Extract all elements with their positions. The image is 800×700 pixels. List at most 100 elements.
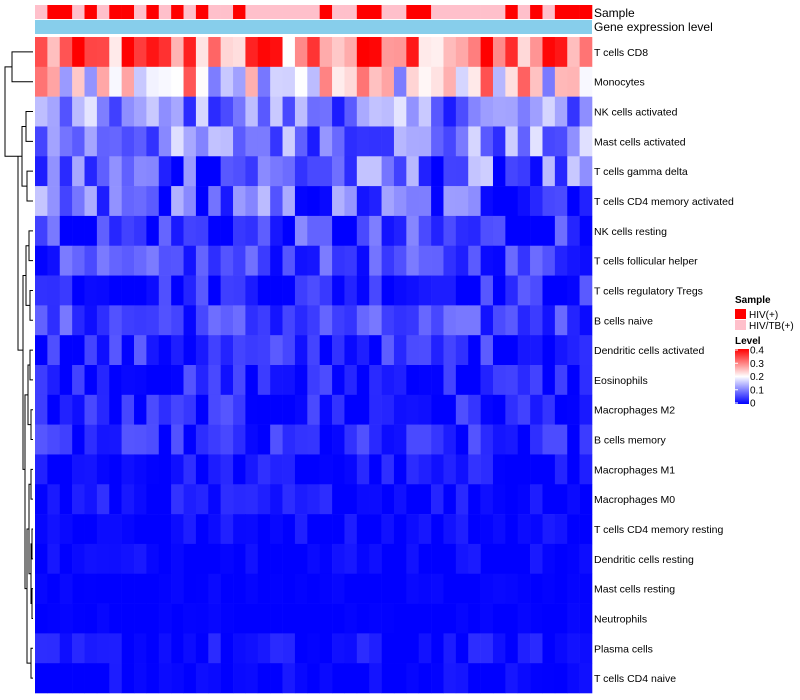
heatmap-cell [96,186,110,217]
level-tick-label: 0.3 [750,359,764,370]
heatmap-cell [84,37,98,68]
heatmap-cell [270,573,283,604]
heatmap-cell [270,37,283,68]
heatmap-cell [121,66,135,97]
heatmap-cell [294,603,308,634]
heatmap-cell [72,394,85,425]
heatmap-cell [171,96,184,127]
heatmap-cell [47,37,61,68]
heatmap-cell [158,96,172,127]
heatmap-cell [567,215,580,247]
heatmap-cell [72,543,85,575]
heatmap-cell [59,603,73,634]
heatmap-cell [468,603,481,634]
heatmap-cell [344,394,358,425]
heatmap-cell [84,394,98,425]
heatmap-cell [579,335,593,366]
heatmap-cell [505,543,519,575]
heatmap-cell [158,514,172,545]
heatmap-cell [418,215,432,247]
heatmap-cell [294,37,308,68]
heatmap-cell [96,543,110,575]
heatmap-cell [393,245,407,276]
heatmap-cell [505,454,519,485]
heatmap-cell [344,484,358,515]
heatmap-cell [418,335,432,366]
heatmap-cell [393,126,407,157]
sample-annotation-cell [270,5,283,19]
heatmap-cell [59,66,73,97]
heatmap-cell [109,66,122,97]
heatmap-cell [109,514,122,545]
heatmap-cell [257,186,271,217]
heatmap-cell [220,603,234,634]
heatmap-cell [579,66,593,97]
heatmap-cell [332,37,345,68]
heatmap-cell [443,663,457,694]
heatmap-cell [47,365,61,396]
heatmap-cell [121,633,135,664]
heatmap-cell [59,156,73,187]
heatmap-cell [245,365,259,396]
heatmap-cell [195,37,209,68]
heatmap-cell [505,663,519,694]
heatmap-cell [208,156,221,187]
heatmap-cell [96,454,110,485]
heatmap-cell [356,156,370,187]
heatmap-cell [183,305,197,336]
dendrogram-branch [30,468,33,500]
heatmap-cell [282,514,296,545]
heatmap-cell [418,484,432,515]
heatmap-cell [517,245,531,276]
heatmap-cell [356,96,370,127]
heatmap-cell [344,245,358,276]
dendrogram-branch [4,66,22,157]
heatmap-cell [492,37,506,68]
dendrogram-branch [11,51,33,83]
heatmap-cell [121,96,135,127]
heatmap-cell [72,156,85,187]
heatmap-cell [332,215,345,247]
row-label: T cells follicular helper [594,256,698,268]
heatmap-cell [294,215,308,247]
heatmap-cell [109,37,122,68]
heatmap-cell [319,126,333,157]
sample-annotation-cell [257,5,271,19]
heatmap-cell [183,663,197,694]
heatmap-cell [59,215,73,247]
heatmap-cell [393,394,407,425]
heatmap-cell [369,335,382,366]
heatmap-cell [72,454,85,485]
heatmap-cell [171,126,184,157]
heatmap-cell [418,394,432,425]
heatmap-cell [171,663,184,694]
heatmap-cell [208,365,221,396]
heatmap-cell [146,394,160,425]
heatmap-cell [492,603,506,634]
heatmap-cell [517,305,531,336]
heatmap-cell [344,424,358,455]
heatmap-cell [47,96,61,127]
heatmap-cell [134,424,147,455]
heatmap-cell [146,156,160,187]
heatmap-cell [270,245,283,276]
expression-annotation-cell [35,20,592,34]
heatmap-cell [158,37,172,68]
heatmap-cell [294,365,308,396]
heatmap-cell [121,663,135,694]
heatmap-cell [294,96,308,127]
heatmap-cell [59,484,73,515]
heatmap-cell [47,186,61,217]
heatmap-cell [468,514,481,545]
heatmap-cell [84,215,98,247]
heatmap-cell [270,454,283,485]
heatmap-cell [47,305,61,336]
heatmap-cell [567,424,580,455]
level-tick-label: 0 [750,399,756,410]
heatmap-cell [381,156,395,187]
heatmap-cell [468,573,481,604]
heatmap-cell [443,514,457,545]
heatmap-cell [257,156,271,187]
heatmap-cell [517,543,531,575]
heatmap-cell [220,305,234,336]
